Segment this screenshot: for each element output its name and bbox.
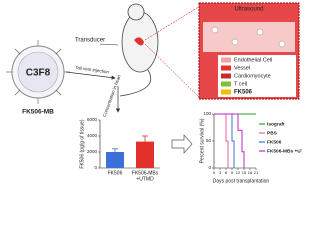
legend-label: Vessel [234, 65, 250, 71]
legend-label: PBS [267, 130, 278, 136]
legend-label: Cardiomyocyte [234, 73, 271, 79]
y-axis-label: FK506 (pg/g of tissue) [79, 119, 85, 169]
legend-label: FK506-MBs +UTMD [267, 148, 302, 154]
legend-swatch [221, 57, 231, 63]
y-tick-label: 6000 [87, 117, 98, 122]
transducer-label: Transducer [75, 38, 105, 44]
y-tick-label: 2000 [87, 149, 98, 154]
graphical-abstract: C3F8 FK506-MB Transducer Tail vein injec… [6, 2, 302, 184]
result-arrow [171, 134, 193, 154]
x-tick-label: FK506-MBs [132, 170, 159, 176]
ultrasound-label: Ultrasound [234, 7, 263, 13]
x-tick-label: +UTMD [136, 176, 154, 182]
x-axis-label: Days post transplantation [213, 178, 270, 184]
legend-swatch [221, 89, 231, 95]
legend-label: Endothelial Cell [234, 57, 272, 63]
legend-swatch [221, 73, 231, 79]
injection-arrow [65, 71, 116, 80]
y-tick-label: 50 [206, 138, 212, 143]
microbubble [6, 40, 70, 104]
survival-line [214, 113, 235, 168]
legend-swatch [221, 81, 231, 87]
legend-swatch [221, 65, 231, 71]
survival-line [214, 113, 245, 168]
legend-label: T cell [234, 81, 247, 87]
pointer [99, 43, 119, 46]
legend-label: FK506 [234, 90, 253, 96]
y-tick-label: 0 [94, 165, 97, 170]
x-tick-label: 18 [248, 170, 253, 175]
x-tick-label: FK506 [108, 170, 123, 176]
survival-line [214, 113, 229, 168]
mouse [119, 3, 159, 97]
x-tick-label: 0 [213, 170, 216, 175]
x-tick-label: 3 [219, 170, 222, 175]
bubble-label: FK506-MB [22, 109, 54, 116]
y-tick-label: 0 [208, 165, 211, 170]
legend-label: FK506 [267, 139, 282, 145]
y-tick-label: 100 [203, 111, 211, 116]
x-tick-label: 6 [225, 170, 228, 175]
x-tick-label: 21 [254, 170, 259, 175]
y-tick-label: 4000 [87, 133, 98, 138]
bar [106, 152, 124, 168]
x-tick-label: 12 [236, 170, 241, 175]
injection-label: Tail vein injection [75, 65, 110, 75]
x-tick-label: 15 [242, 170, 247, 175]
gas-label: C3F8 [26, 68, 51, 79]
y-axis-label: Percent survival (%) [199, 118, 205, 163]
zoom-line [144, 43, 201, 99]
cells [211, 26, 286, 48]
concentration-label: Concentration in heart [102, 74, 122, 118]
vessel [203, 22, 295, 52]
x-tick-label: 9 [231, 170, 234, 175]
legend-label: Isograft [267, 121, 285, 127]
bar [136, 141, 154, 168]
zoom-line [144, 5, 201, 41]
